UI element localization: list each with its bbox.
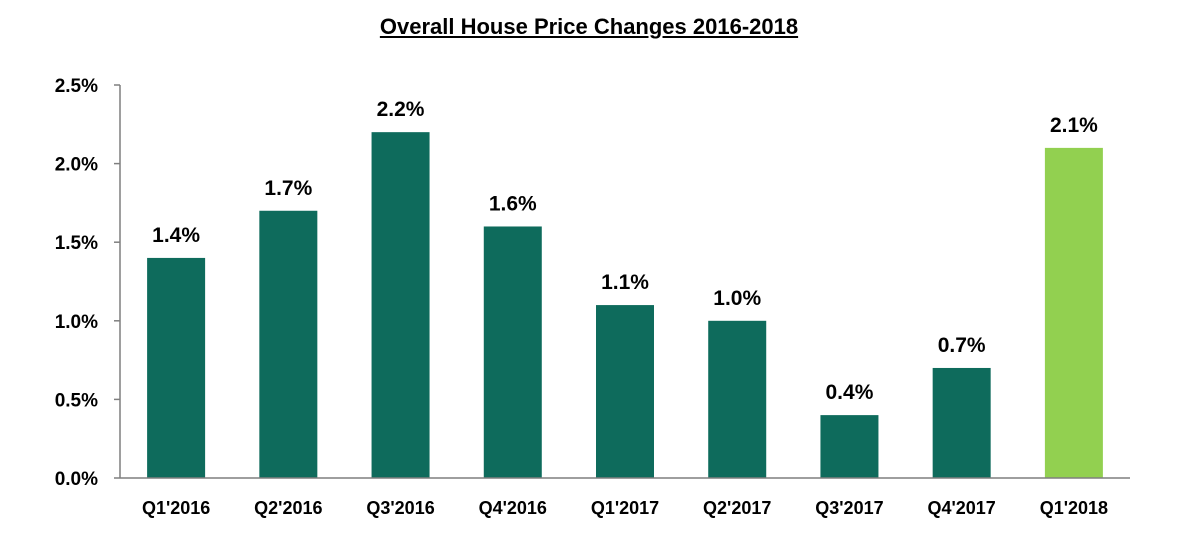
x-tick-label: Q2'2016 bbox=[254, 498, 322, 518]
data-label: 2.2% bbox=[377, 98, 425, 121]
data-labels: 1.4% 1.7% 2.2% 1.6% 1.1% 1.0% 0.4% 0.7% 2.1% bbox=[152, 98, 1098, 404]
y-tick-label: 1.0% bbox=[55, 312, 98, 333]
x-tick-label: Q2'2017 bbox=[703, 498, 771, 518]
data-label: 0.7% bbox=[938, 334, 986, 357]
x-tick-label: Q3'2017 bbox=[815, 498, 883, 518]
x-tick-label: Q4'2016 bbox=[479, 498, 547, 518]
bar bbox=[932, 367, 991, 478]
x-tick-label: Q4'2017 bbox=[927, 498, 995, 518]
bar bbox=[147, 257, 206, 478]
y-tick-label: 0.0% bbox=[55, 469, 98, 490]
x-tick-label: Q3'2016 bbox=[366, 498, 434, 518]
bar bbox=[596, 305, 654, 478]
x-tick-label: Q1'2016 bbox=[142, 498, 210, 518]
x-tick-label: Q1'2018 bbox=[1040, 498, 1108, 518]
data-label: 1.4% bbox=[152, 224, 200, 247]
x-axis: Q1'2016 Q2'2016 Q3'2016 Q4'2016 Q1'2017 Q2'20… bbox=[120, 477, 1130, 518]
data-label: 1.6% bbox=[489, 192, 537, 215]
chart-title: Overall House Price Changes 2016-2018 bbox=[379, 14, 799, 39]
bar bbox=[708, 320, 767, 478]
bar bbox=[259, 210, 318, 478]
y-tick-label: 2.5% bbox=[55, 76, 98, 97]
bar bbox=[483, 226, 542, 478]
data-label: 1.1% bbox=[601, 271, 649, 294]
data-label: 1.7% bbox=[264, 177, 312, 200]
y-axis: 0.0% 0.5% 1.0% 1.5% 2.0% 2.5% bbox=[55, 76, 121, 490]
bar bbox=[820, 415, 879, 478]
bar bbox=[371, 132, 430, 478]
y-tick-label: 2.0% bbox=[55, 155, 98, 176]
data-label: 1.0% bbox=[713, 287, 761, 310]
bars bbox=[147, 132, 1103, 478]
y-tick-label: 0.5% bbox=[55, 390, 98, 411]
x-tick-label: Q1'2017 bbox=[591, 498, 659, 518]
y-tick-label: 1.5% bbox=[55, 233, 98, 254]
bar bbox=[1044, 147, 1103, 478]
data-label: 2.1% bbox=[1050, 114, 1098, 137]
data-label: 0.4% bbox=[826, 381, 874, 404]
